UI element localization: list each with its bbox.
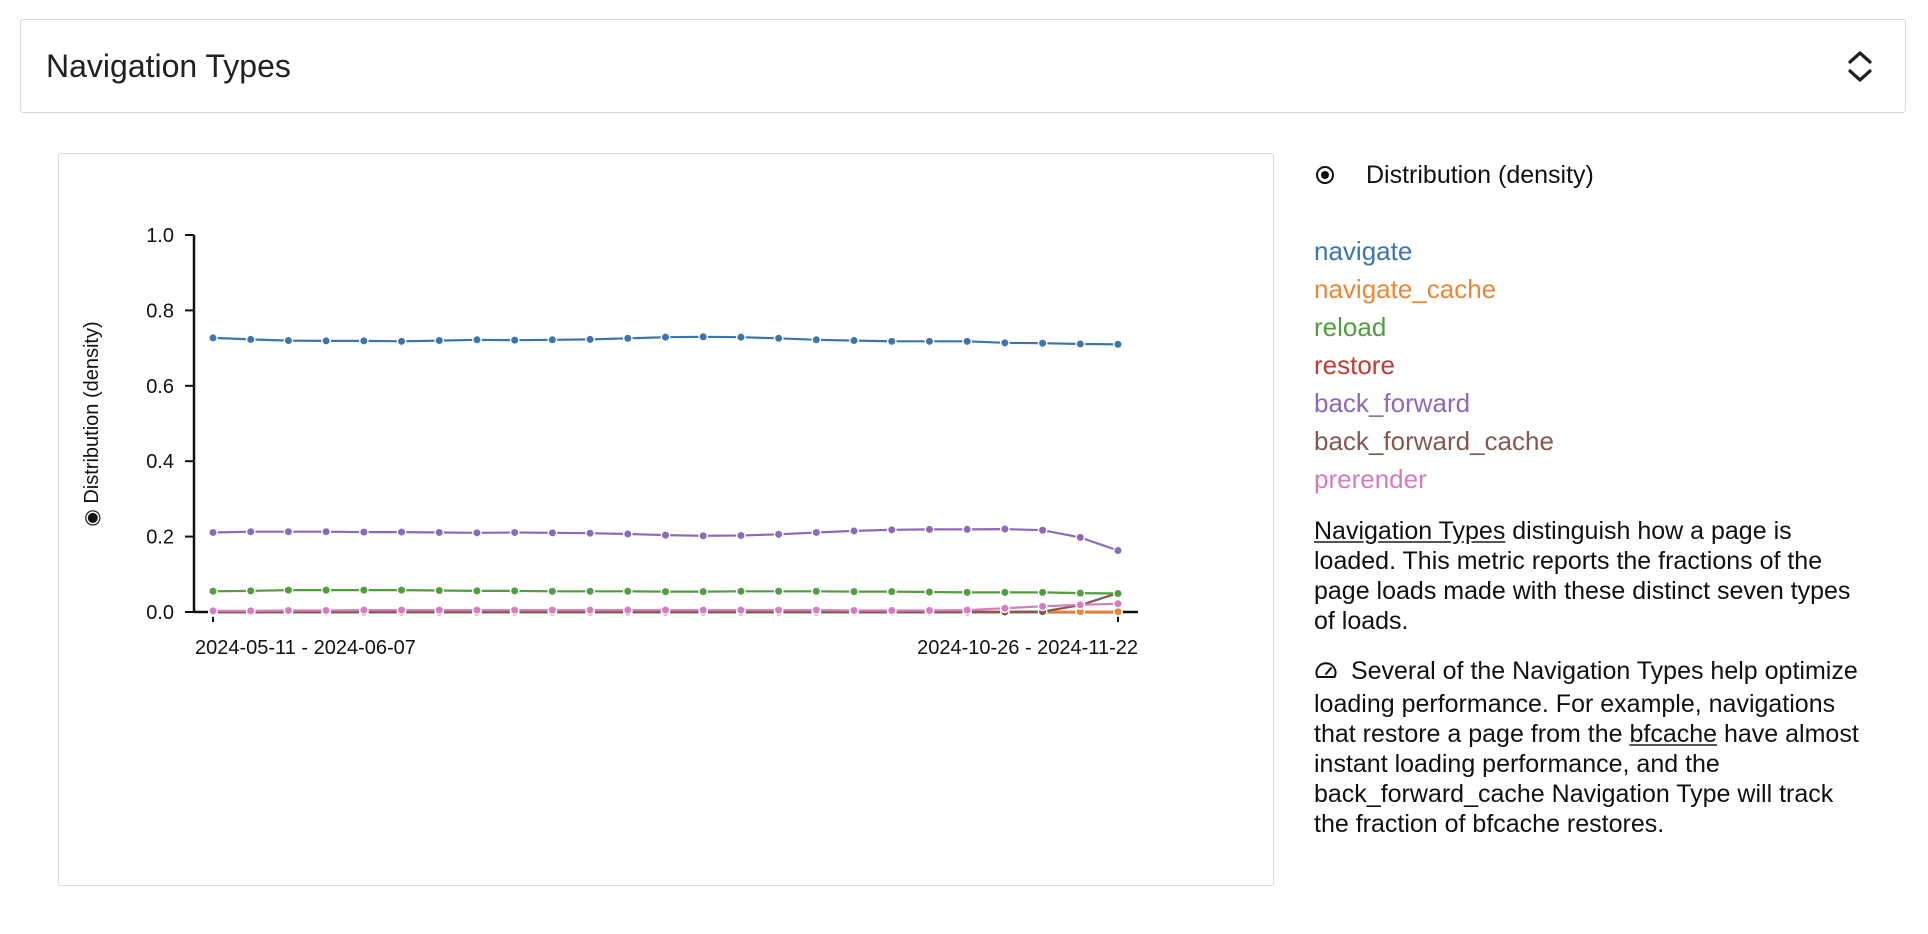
legend-item-navigate[interactable]: navigate: [1314, 236, 1413, 266]
description-paragraph: Navigation Types distinguish how a page …: [1314, 516, 1874, 636]
legend-item-prerender[interactable]: prerender: [1314, 464, 1427, 494]
legend-item-back-forward[interactable]: back_forward: [1314, 388, 1471, 418]
metric-selector[interactable]: Distribution (density): [1314, 158, 1874, 192]
side-panel: Distribution (density) navigate navigate_…: [1314, 158, 1874, 859]
speed-gauge-icon: [1314, 659, 1338, 689]
navigation-types-link[interactable]: Navigation Types: [1314, 517, 1506, 545]
legend-item-navigate-cache[interactable]: navigate_cache: [1314, 274, 1497, 304]
section-title: Navigation Types: [46, 48, 291, 84]
radio-selected-icon[interactable]: [1316, 166, 1334, 184]
tip-text: Several of the Navigation Types help opt…: [1314, 657, 1858, 748]
tip-paragraph: Several of the Navigation Types help opt…: [1314, 656, 1874, 839]
metric-label: Distribution (density): [1366, 160, 1594, 189]
legend-item-restore[interactable]: restore: [1314, 350, 1395, 380]
legend-item-back-forward-cache[interactable]: back_forward_cache: [1314, 426, 1554, 456]
bfcache-link[interactable]: bfcache: [1629, 720, 1718, 748]
description: Navigation Types distinguish how a page …: [1314, 516, 1874, 839]
description-text: distinguish how a page is loaded. This m…: [1314, 517, 1851, 635]
section-header[interactable]: Navigation Types: [20, 19, 1906, 113]
tip-text-end: have almost instant loading performance,…: [1314, 720, 1859, 838]
legend-item-reload[interactable]: reload: [1314, 312, 1387, 342]
unfold-icon[interactable]: [1843, 46, 1877, 86]
chart-card: [58, 153, 1274, 886]
